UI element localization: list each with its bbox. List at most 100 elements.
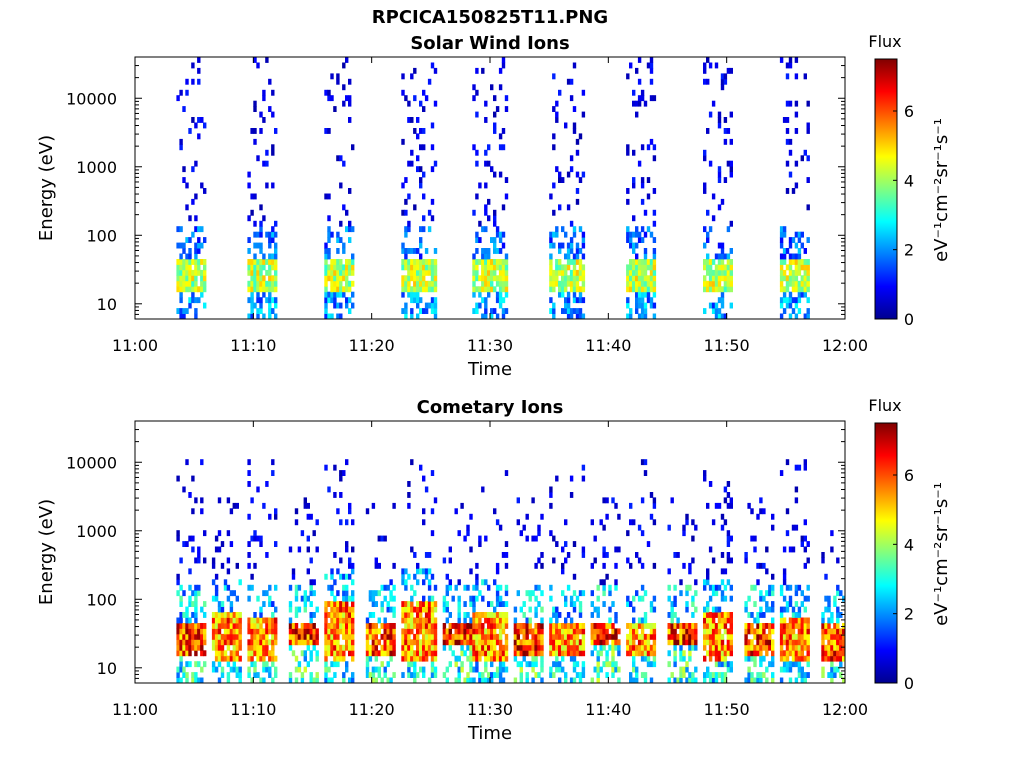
y-tick-label: 10000 [66, 89, 117, 108]
heatmap-cell [581, 666, 586, 673]
heatmap-cell [324, 628, 328, 635]
heatmap-cell [649, 661, 654, 668]
heatmap-cell [632, 248, 636, 254]
heatmap-cell [640, 639, 645, 646]
heatmap-cell [247, 595, 251, 602]
heatmap-cell [779, 264, 784, 271]
heatmap-cell [259, 617, 263, 624]
heatmap-cell [256, 269, 260, 276]
heatmap-cell [788, 546, 793, 553]
heatmap-cell [194, 601, 198, 607]
heatmap-cell [652, 633, 657, 640]
heatmap-cell [593, 623, 597, 629]
heatmap-cell [498, 601, 503, 607]
heatmap-cell [555, 623, 559, 629]
heatmap-cell [708, 644, 713, 651]
heatmap-cell [433, 302, 438, 309]
heatmap-cell [389, 633, 393, 640]
heatmap-cell [806, 313, 810, 320]
heatmap-cell [250, 617, 254, 624]
heatmap-cell [626, 633, 630, 640]
heatmap-cell [348, 617, 352, 624]
heatmap-cell [185, 650, 189, 657]
heatmap-cell [454, 623, 458, 629]
heatmap-cell [427, 269, 432, 276]
heatmap-cell [564, 519, 568, 526]
heatmap-cell [726, 492, 731, 498]
heatmap-cell [327, 275, 331, 282]
heatmap-cell [578, 677, 583, 684]
heatmap-cell [430, 530, 435, 537]
heatmap-cell [445, 617, 449, 624]
heatmap-cell [182, 486, 186, 493]
heatmap-cell [247, 182, 251, 189]
heatmap-cell [448, 623, 452, 629]
heatmap-cell [268, 291, 272, 298]
heatmap-cell [720, 242, 725, 249]
heatmap-cell [771, 655, 775, 662]
heatmap-cell [490, 655, 494, 662]
heatmap-cell [806, 100, 810, 107]
heatmap-cell [555, 275, 559, 282]
heatmap-cell [345, 595, 349, 602]
heatmap-cell [833, 650, 837, 657]
heatmap-cell [235, 617, 239, 624]
heatmap-cell [673, 639, 677, 646]
heatmap-cell [552, 133, 556, 140]
heatmap-cell [247, 286, 251, 293]
heatmap-cell [327, 291, 331, 298]
heatmap-cell [348, 612, 352, 618]
heatmap-cell [688, 623, 692, 629]
heatmap-cell [422, 144, 426, 151]
heatmap-cell [836, 590, 840, 597]
heatmap-cell [274, 606, 278, 613]
heatmap-cell [268, 639, 272, 646]
heatmap-cell [806, 286, 810, 293]
heatmap-cell [771, 650, 775, 657]
heatmap-cell [345, 264, 349, 271]
heatmap-cell [756, 617, 760, 624]
heatmap-cell [759, 595, 763, 602]
heatmap-cell [593, 644, 597, 651]
heatmap-cell [711, 302, 716, 309]
heatmap-cell [490, 612, 494, 618]
heatmap-cell [788, 259, 793, 265]
heatmap-cell [430, 198, 435, 205]
heatmap-cell [380, 623, 384, 629]
heatmap-cell [717, 286, 722, 293]
heatmap-cell [782, 117, 787, 123]
heatmap-cell [235, 502, 239, 509]
heatmap-cell [791, 253, 796, 260]
heatmap-cell [830, 672, 834, 678]
heatmap-cell [519, 677, 523, 684]
heatmap-cell [256, 644, 260, 651]
heatmap-cell [714, 62, 719, 69]
heatmap-cell [445, 584, 449, 591]
heatmap-cell [433, 617, 438, 624]
heatmap-cell [771, 524, 775, 531]
heatmap-cell [566, 308, 571, 314]
heatmap-cell [714, 623, 719, 629]
heatmap-cell [498, 524, 503, 531]
heatmap-cell [380, 535, 384, 542]
heatmap-cell [652, 248, 657, 254]
heatmap-cell [614, 502, 618, 509]
heatmap-cell [632, 215, 636, 222]
heatmap-cell [481, 623, 485, 629]
heatmap-cell [800, 644, 804, 651]
heatmap-cell [176, 579, 180, 586]
heatmap-cell [386, 606, 390, 613]
heatmap-cell [590, 628, 594, 635]
heatmap-cell [197, 248, 201, 254]
heatmap-cell [578, 308, 583, 314]
heatmap-cell [490, 286, 494, 293]
heatmap-cell [188, 286, 192, 293]
heatmap-cell [800, 291, 804, 298]
heatmap-cell [324, 128, 328, 134]
heatmap-cell [555, 606, 559, 613]
heatmap-cell [339, 313, 343, 320]
heatmap-cell [339, 606, 343, 613]
heatmap-cell [720, 644, 725, 651]
heatmap-cell [410, 117, 414, 123]
heatmap-cell [723, 595, 728, 602]
